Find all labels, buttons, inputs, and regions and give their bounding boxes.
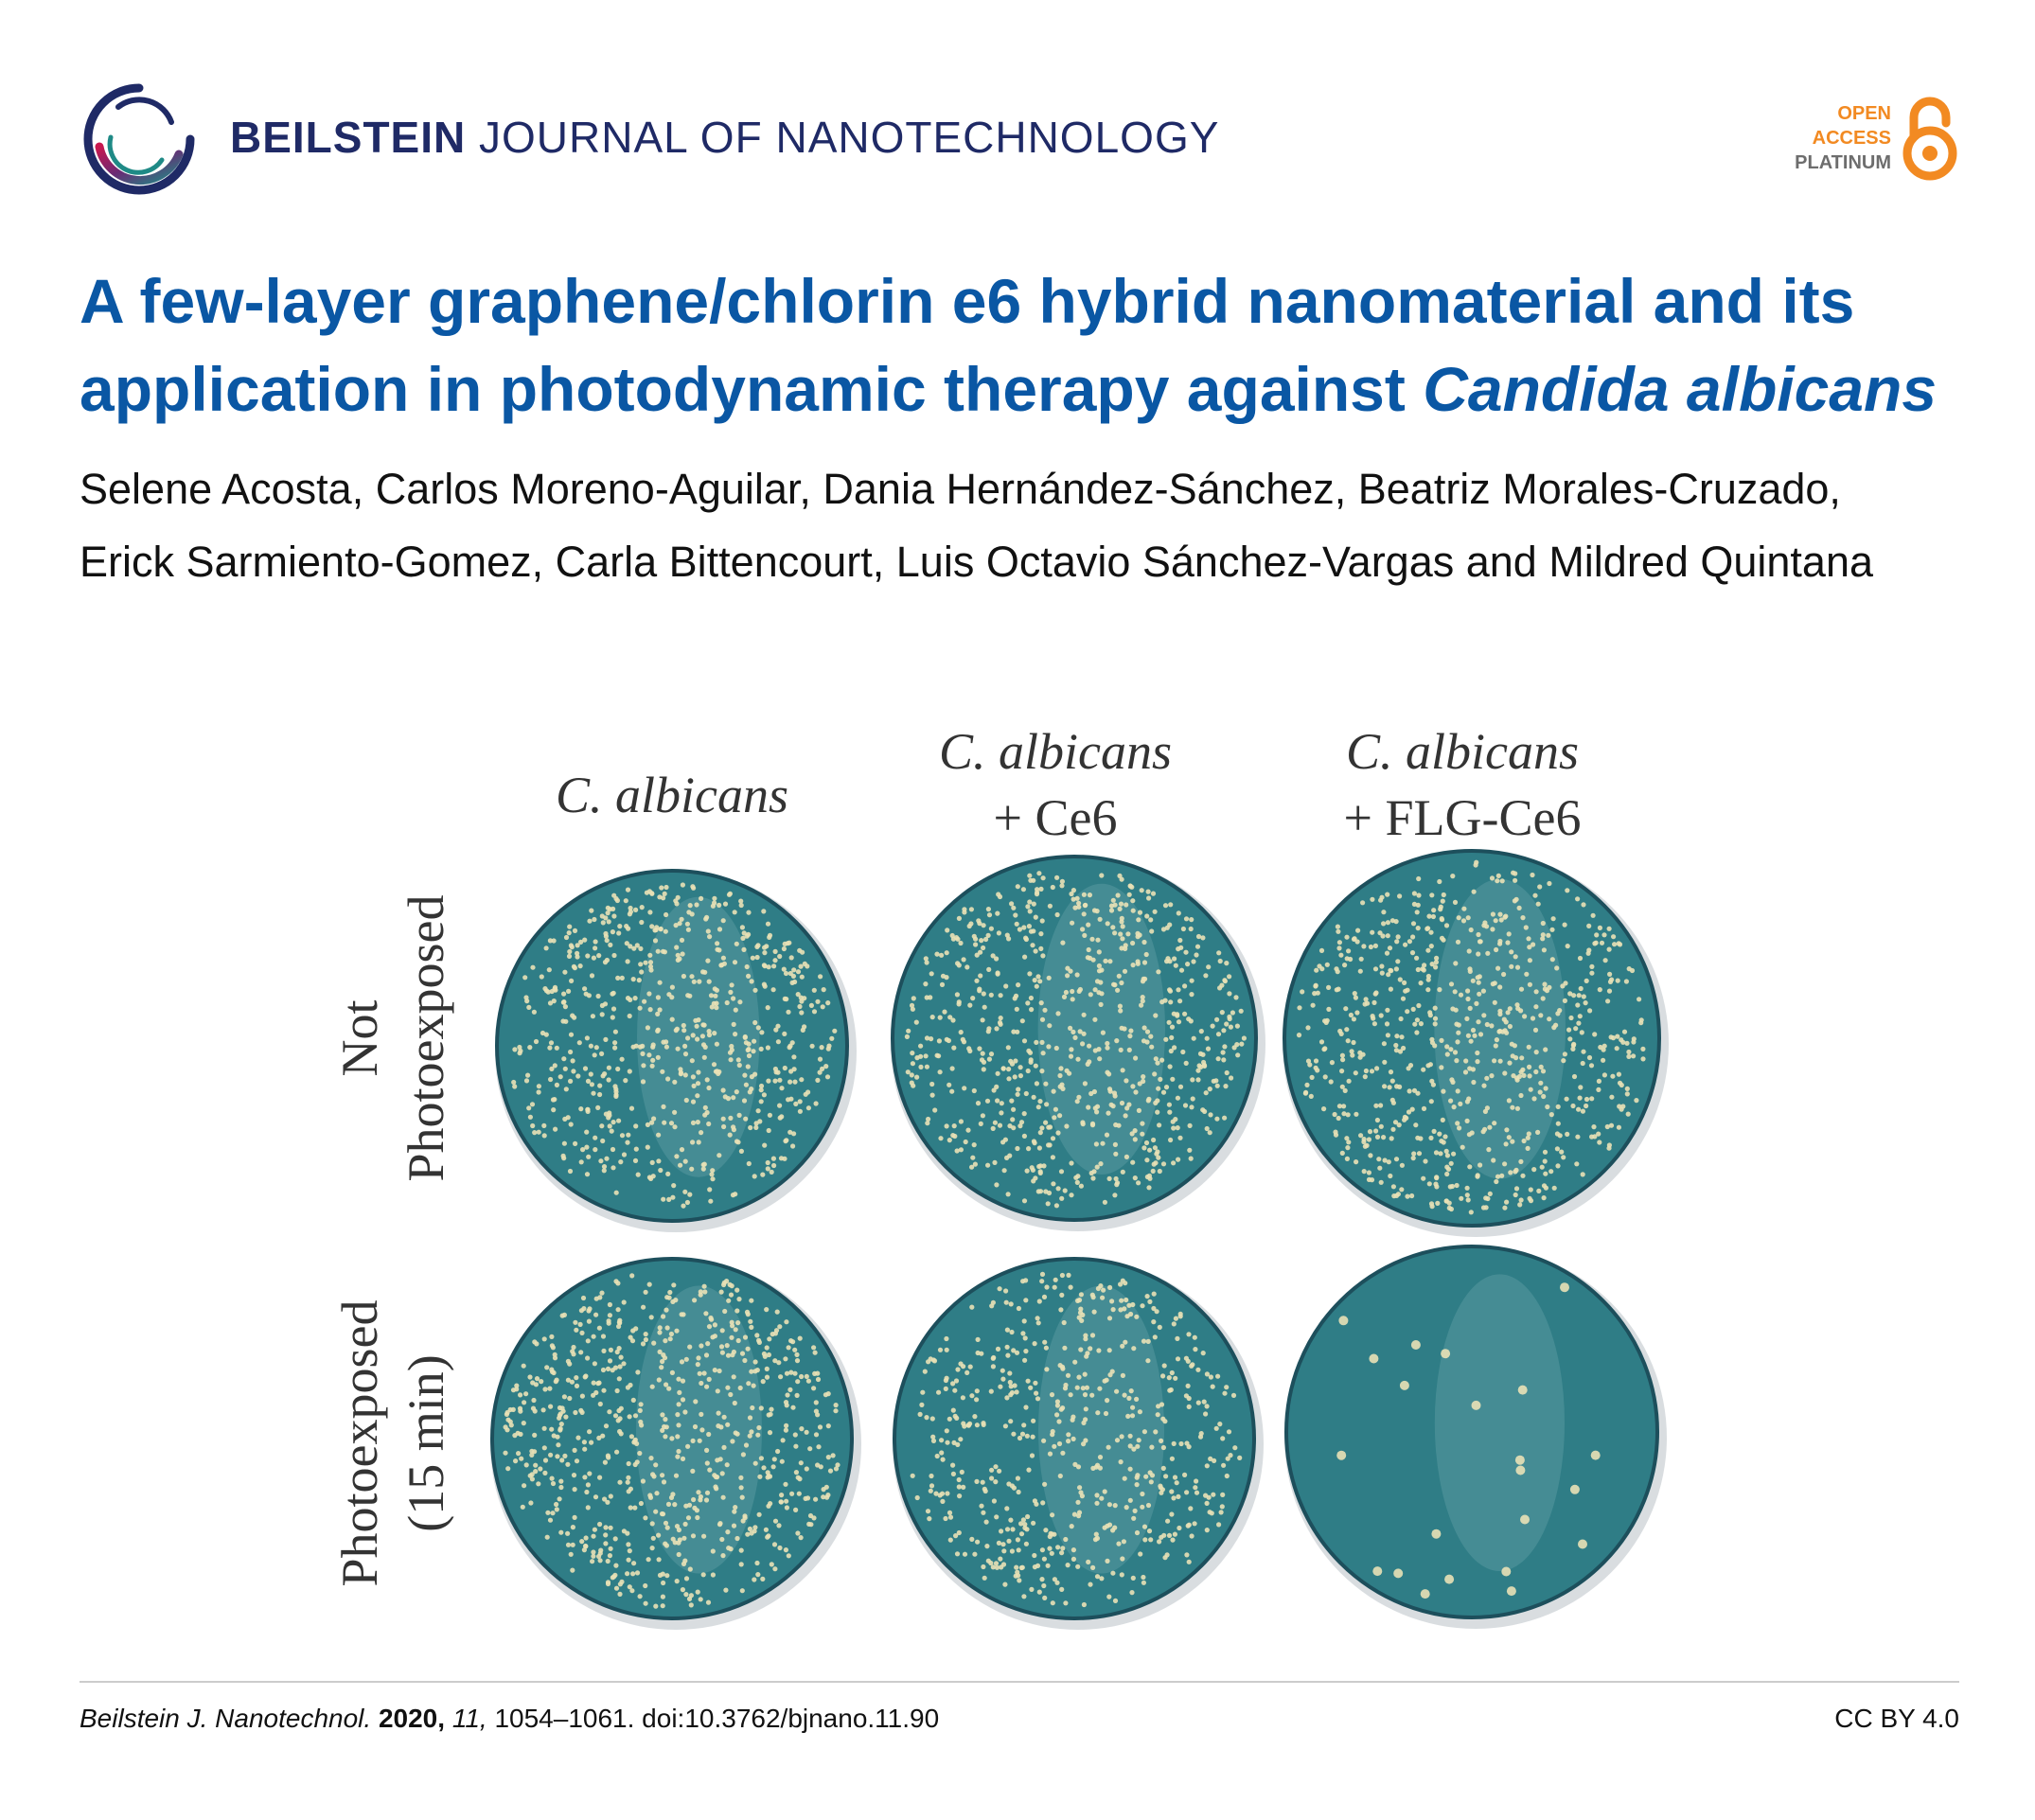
- title-main: A few-layer graphene/chlorin e6 hybrid n…: [80, 266, 1855, 424]
- open-lock-icon: [1902, 97, 1957, 181]
- journal-name-rest: JOURNAL OF NANOTECHNOLOGY: [479, 113, 1220, 162]
- author-list: Selene Acosta, Carlos Moreno-Aguilar, Da…: [80, 465, 1874, 586]
- footer-divider: [80, 1681, 1959, 1683]
- column-header-3-line2: + FLG-Ce6: [1343, 789, 1582, 846]
- journal-name: BEILSTEIN JOURNAL OF NANOTECHNOLOGY: [230, 112, 1219, 163]
- dish-control-light: [490, 1257, 861, 1630]
- journal-logo: [83, 83, 195, 195]
- badge-platinum: PLATINUM: [1795, 152, 1891, 173]
- petri-dish-grid: [490, 849, 1669, 1630]
- column-header-3: C. albicans + FLG-Ce6: [1273, 718, 1652, 851]
- article-title: A few-layer graphene/chlorin e6 hybrid n…: [80, 257, 1982, 433]
- column-header-2-line1: C. albicans: [938, 723, 1172, 780]
- citation: Beilstein J. Nanotechnol. 2020, 11, 1054…: [80, 1704, 939, 1734]
- open-access-badge: OPEN ACCESS PLATINUM: [1795, 93, 1959, 184]
- column-header-3-line1: C. albicans: [1345, 723, 1579, 780]
- column-header-2-line2: + Ce6: [993, 789, 1118, 846]
- citation-journal: Beilstein J. Nanotechnol.: [80, 1704, 372, 1733]
- title-species: Candida albicans: [1423, 354, 1938, 424]
- citation-year: 2020,: [378, 1704, 446, 1733]
- badge-open: OPEN: [1837, 103, 1891, 124]
- column-header-2: C. albicans + Ce6: [894, 718, 1216, 851]
- dish-flgce6-light: [1284, 1245, 1667, 1629]
- column-header-1: C. albicans: [511, 762, 833, 828]
- badge-access: ACCESS: [1812, 128, 1891, 149]
- citation-volume: 11,: [451, 1704, 487, 1733]
- dish-flgce6-dark: [1283, 849, 1669, 1237]
- dish-ce6-dark: [891, 855, 1265, 1231]
- journal-name-bold: BEILSTEIN: [230, 113, 467, 162]
- dish-ce6-light: [893, 1257, 1264, 1630]
- column-header-1-line1: C. albicans: [555, 767, 788, 823]
- dish-control-dark: [495, 869, 857, 1232]
- figure-panel: C. albicans C. albicans + Ce6 C. albican…: [327, 705, 1708, 1633]
- citation-pages-doi: 1054–1061. doi:10.3762/bjnano.11.90: [494, 1704, 940, 1733]
- license: CC BY 4.0: [1834, 1704, 1959, 1733]
